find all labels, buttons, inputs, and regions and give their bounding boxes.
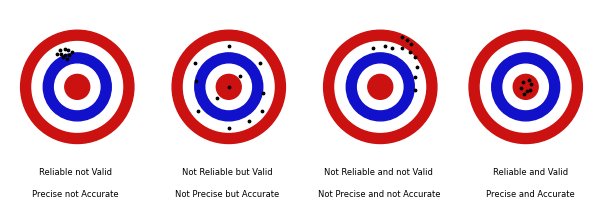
Circle shape [195, 53, 263, 121]
Text: Not Reliable and not Valid: Not Reliable and not Valid [324, 168, 433, 177]
Circle shape [324, 30, 437, 143]
Circle shape [43, 53, 112, 121]
Circle shape [491, 53, 560, 121]
Circle shape [481, 42, 571, 132]
Circle shape [32, 42, 122, 132]
Circle shape [503, 64, 548, 109]
Text: Not Reliable but Valid: Not Reliable but Valid [182, 168, 273, 177]
Circle shape [65, 74, 90, 99]
Circle shape [206, 64, 251, 109]
Text: Precise not Accurate: Precise not Accurate [33, 190, 119, 199]
Circle shape [358, 64, 403, 109]
Circle shape [469, 30, 582, 143]
Circle shape [346, 53, 415, 121]
Circle shape [368, 74, 393, 99]
Circle shape [216, 74, 241, 99]
Circle shape [55, 64, 100, 109]
Text: Reliable not Valid: Reliable not Valid [39, 168, 112, 177]
Circle shape [513, 74, 538, 99]
Circle shape [172, 30, 285, 143]
Circle shape [184, 42, 274, 132]
Text: Reliable and Valid: Reliable and Valid [493, 168, 568, 177]
Text: Precise and Accurate: Precise and Accurate [486, 190, 574, 199]
Circle shape [335, 42, 425, 132]
Circle shape [21, 30, 134, 143]
Text: Not Precise but Accurate: Not Precise but Accurate [175, 190, 279, 199]
Text: Not Precise and not Accurate: Not Precise and not Accurate [318, 190, 440, 199]
